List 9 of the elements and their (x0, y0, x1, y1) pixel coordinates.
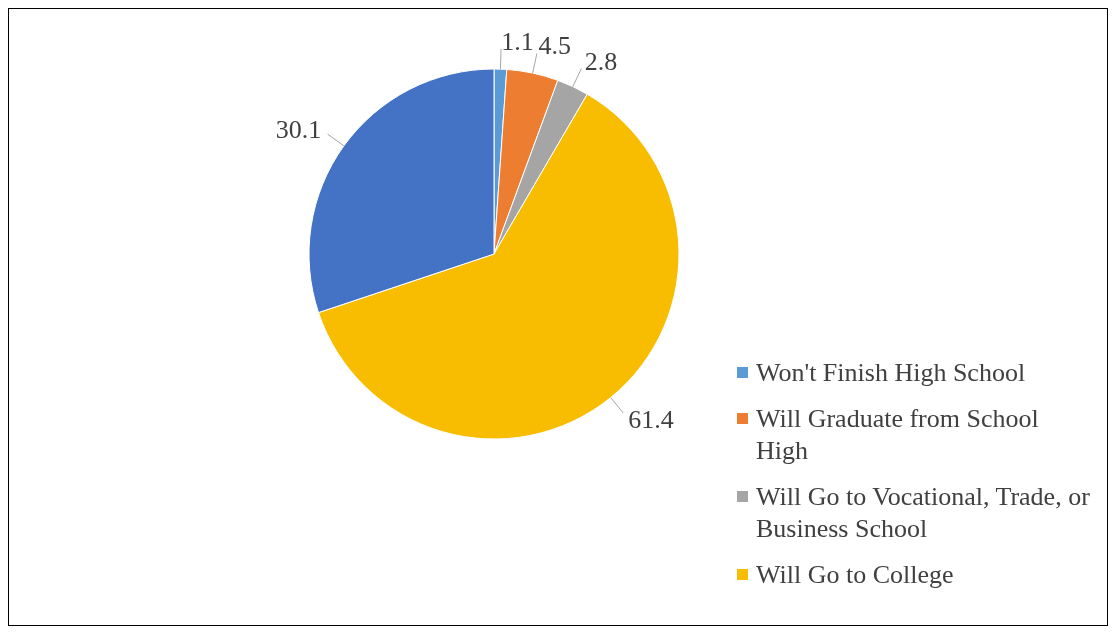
legend-label: Will Go to Vocational, Trade, or Business School (756, 481, 1091, 545)
legend-label: Will Go to College (756, 559, 954, 591)
data-label: 1.1 (501, 26, 534, 56)
legend-label: Won't Finish High School (756, 357, 1026, 389)
legend-label: Will Graduate from School High (756, 403, 1040, 467)
data-label: 30.1 (275, 115, 322, 145)
data-label: 61.4 (628, 404, 674, 434)
data-label: 4.5 (538, 31, 572, 61)
data-label: 2.8 (584, 46, 618, 76)
